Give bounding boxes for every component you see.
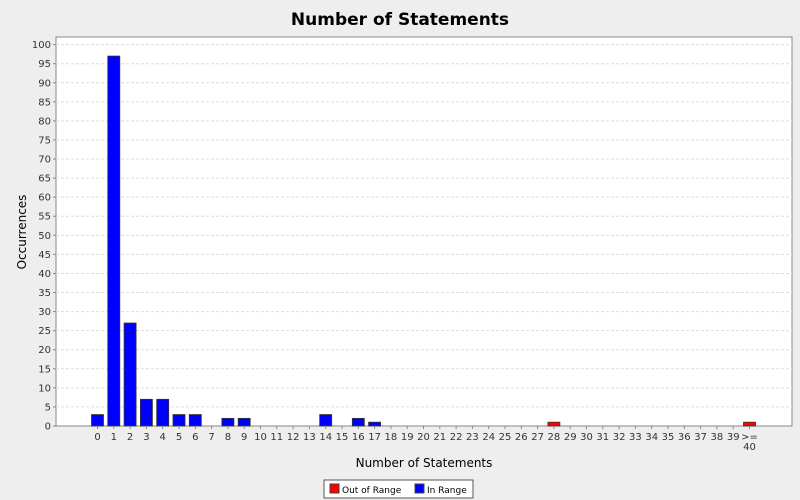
y-tick-label: 95 xyxy=(38,59,51,70)
x-tick-label: 30 xyxy=(580,432,593,443)
x-tick-label: 32 xyxy=(613,432,626,443)
x-tick-label: 9 xyxy=(241,432,247,443)
y-tick-label: 60 xyxy=(38,193,51,204)
x-tick-label: 6 xyxy=(192,432,198,443)
x-tick-label: 27 xyxy=(531,432,544,443)
x-tick-label: 10 xyxy=(254,432,267,443)
y-tick-label: 100 xyxy=(32,40,51,51)
grid-lines xyxy=(56,44,792,408)
x-tick-label: 24 xyxy=(482,432,495,443)
x-tick-label: 12 xyxy=(287,432,300,443)
y-axis-ticks: 0 5 10 15 20 25 30 35 40 45 50 55 60 65 70 75 80 85 90 95 10… xyxy=(32,40,56,433)
x-tick-label: 34 xyxy=(645,432,658,443)
legend-swatch-out-of-range xyxy=(329,483,340,494)
x-tick-label: >= xyxy=(741,432,758,443)
bar-in-range xyxy=(107,55,121,427)
legend-label-out-of-range: Out of Range xyxy=(342,486,402,496)
x-tick-label: 38 xyxy=(711,432,724,443)
x-tick-label: 1 xyxy=(111,432,117,443)
y-tick-label: 30 xyxy=(38,307,51,318)
bar-out-of-range xyxy=(547,421,561,427)
x-tick-label: 8 xyxy=(225,432,231,443)
y-tick-label: 85 xyxy=(38,97,51,108)
y-tick-label: 45 xyxy=(38,250,51,261)
bar-in-range xyxy=(172,414,186,427)
x-tick-label: 15 xyxy=(336,432,349,443)
x-tick-label: 7 xyxy=(208,432,214,443)
y-tick-label: 20 xyxy=(38,345,51,356)
x-tick-label: 33 xyxy=(629,432,642,443)
y-tick-label: 5 xyxy=(45,402,51,413)
y-tick-label: 75 xyxy=(38,135,51,146)
x-tick-label: 14 xyxy=(319,432,332,443)
x-tick-label: 40 xyxy=(743,442,756,453)
x-tick-label: 20 xyxy=(417,432,430,443)
x-tick-label: 11 xyxy=(270,432,283,443)
x-tick-label: 5 xyxy=(176,432,182,443)
chart-title: Number of Statements xyxy=(291,10,509,30)
bar-in-range xyxy=(91,414,104,427)
x-tick-label: 31 xyxy=(596,432,609,443)
bar-in-range xyxy=(123,322,137,427)
bar-in-range xyxy=(188,414,202,427)
x-tick-label: 36 xyxy=(678,432,691,443)
bar-out-of-range xyxy=(743,421,756,427)
x-tick-label: 17 xyxy=(368,432,381,443)
x-tick-label: 21 xyxy=(433,432,446,443)
x-tick-label: 4 xyxy=(160,432,166,443)
y-tick-label: 90 xyxy=(38,78,51,89)
x-axis-ticks: 0 1 2 3 4 5 6 7 8 9 10 11 12 13 14 15 16 17 18 19 20 21 22 23 24… xyxy=(94,426,758,453)
x-tick-label: 16 xyxy=(352,432,365,443)
x-tick-label: 23 xyxy=(466,432,479,443)
y-tick-label: 80 xyxy=(38,116,51,127)
x-tick-label: 18 xyxy=(385,432,398,443)
x-tick-label: 26 xyxy=(515,432,528,443)
bar-in-range xyxy=(319,414,333,427)
y-axis-label: Occurrences xyxy=(15,195,29,270)
y-tick-label: 55 xyxy=(38,212,51,223)
x-axis-label: Number of Statements xyxy=(356,456,493,470)
x-tick-label: 25 xyxy=(499,432,512,443)
x-tick-label: 19 xyxy=(401,432,414,443)
legend-label-in-range: In Range xyxy=(427,486,467,496)
y-tick-label: 35 xyxy=(38,288,51,299)
x-tick-label: 39 xyxy=(727,432,740,443)
y-tick-label: 40 xyxy=(38,269,51,280)
x-tick-label: 35 xyxy=(662,432,675,443)
legend-swatch-in-range xyxy=(414,483,425,494)
x-tick-label: 13 xyxy=(303,432,316,443)
y-tick-label: 65 xyxy=(38,174,51,185)
x-tick-label: 22 xyxy=(450,432,463,443)
plot-area xyxy=(55,36,793,427)
bar-in-range xyxy=(368,421,382,427)
x-tick-label: 29 xyxy=(564,432,577,443)
y-tick-label: 15 xyxy=(38,364,51,375)
y-tick-label: 0 xyxy=(45,422,51,433)
x-tick-label: 2 xyxy=(127,432,133,443)
legend: Out of Range In Range xyxy=(323,479,474,499)
legend-box xyxy=(323,479,474,499)
bar-in-range xyxy=(221,417,235,427)
x-tick-label: 0 xyxy=(94,432,100,443)
x-tick-label: 28 xyxy=(548,432,561,443)
y-tick-label: 50 xyxy=(38,231,51,242)
bar-in-range xyxy=(351,417,365,427)
y-tick-label: 10 xyxy=(38,383,51,394)
x-tick-label: 37 xyxy=(694,432,707,443)
bar-in-range xyxy=(139,398,153,427)
bar-in-range xyxy=(156,398,170,427)
bar-in-range xyxy=(237,417,251,427)
x-tick-label: 3 xyxy=(143,432,149,443)
y-tick-label: 70 xyxy=(38,155,51,166)
y-tick-label: 25 xyxy=(38,326,51,337)
